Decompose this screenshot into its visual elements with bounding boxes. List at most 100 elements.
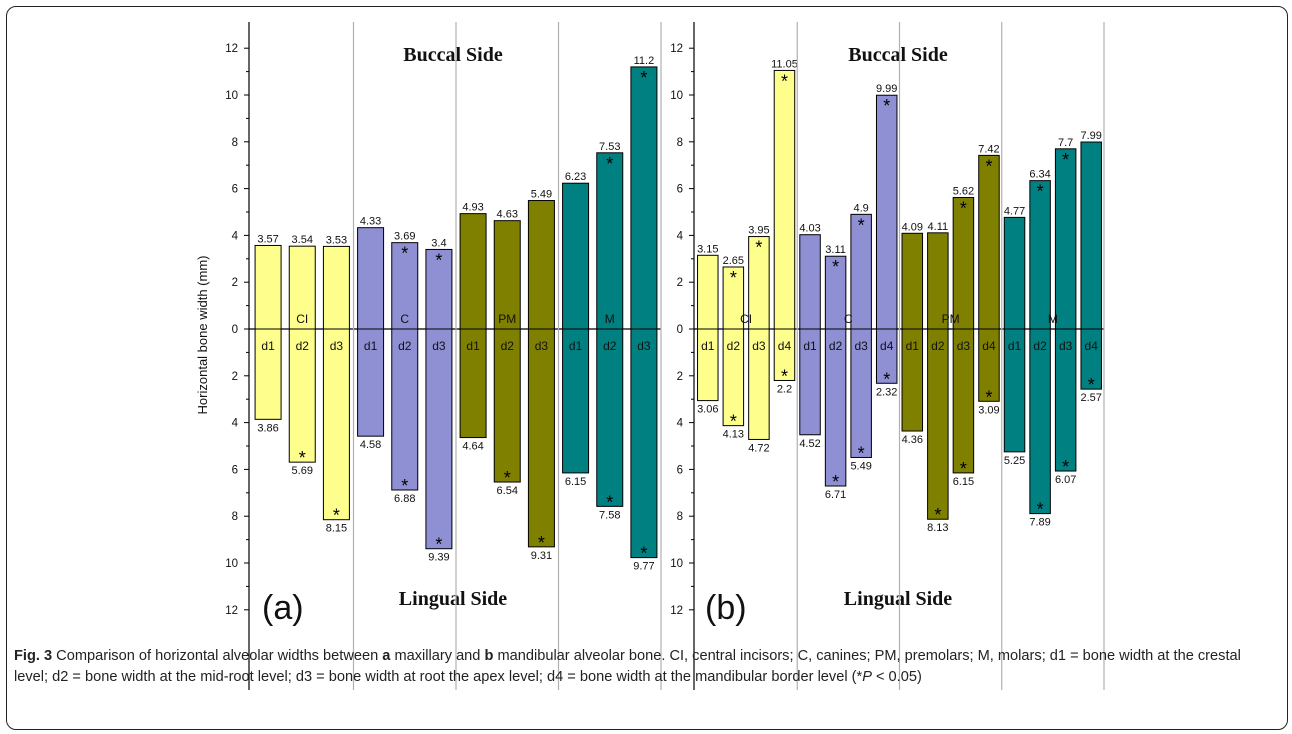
value-label-lingual: 5.25 [1004, 455, 1025, 467]
category-label: d1 [906, 339, 920, 353]
caption-text-4: < 0.05) [871, 669, 922, 685]
category-label: d3 [432, 339, 446, 353]
panel-label: (a) [262, 589, 304, 627]
category-label: d1 [569, 339, 583, 353]
category-label: d3 [330, 339, 344, 353]
value-label-buccal: 4.33 [360, 216, 381, 228]
y-tick-label: 12 [225, 43, 238, 55]
value-label-lingual: 3.86 [257, 422, 278, 434]
buccal-side-title: Buccal Side [403, 44, 503, 66]
category-label: d4 [880, 339, 894, 353]
value-label-lingual: 4.52 [799, 438, 820, 450]
y-tick-label: 2 [232, 371, 238, 383]
bar-buccal [322, 245, 350, 330]
significance-star-lingual: * [640, 544, 647, 564]
group-label: C [400, 312, 409, 326]
lingual-side-title: Lingual Side [399, 588, 508, 610]
bar-lingual [357, 328, 385, 437]
value-label-buccal: 11.2 [634, 55, 655, 67]
significance-star-lingual: * [504, 468, 511, 488]
bar-lingual [630, 328, 658, 559]
y-tick-label: 12 [670, 605, 683, 617]
bar-buccal [1003, 216, 1026, 330]
bar-buccal [562, 182, 590, 330]
value-label-lingual: 7.58 [599, 509, 620, 521]
value-label-buccal: 7.53 [599, 141, 620, 153]
value-label-buccal: 6.34 [1029, 169, 1050, 181]
category-label: d1 [1008, 339, 1022, 353]
bar-lingual [254, 328, 282, 420]
bar-lingual [1080, 328, 1102, 390]
category-label: d3 [637, 339, 651, 353]
value-label-lingual: 3.06 [697, 404, 718, 416]
value-label-lingual: 2.2 [777, 383, 792, 395]
significance-star-lingual: * [934, 505, 941, 525]
value-label-buccal: 3.69 [394, 231, 415, 243]
significance-star-buccal: * [755, 238, 762, 258]
bar-lingual [1003, 328, 1026, 453]
value-label-buccal: 3.95 [748, 225, 769, 237]
value-label-lingual: 9.31 [531, 550, 552, 562]
significance-star-buccal: * [606, 154, 613, 174]
significance-star-lingual: * [606, 492, 613, 512]
bar-buccal [773, 69, 796, 330]
significance-star-buccal: * [960, 198, 967, 218]
bar-lingual [952, 328, 975, 474]
bar-buccal [1080, 141, 1102, 330]
significance-star-lingual: * [1088, 375, 1095, 395]
bar-buccal [1054, 148, 1077, 330]
bar-lingual [850, 328, 872, 458]
bar-lingual [459, 328, 487, 439]
y-axis-label: Horizontal bone width (mm) [195, 256, 210, 415]
value-label-lingual: 9.39 [428, 552, 449, 564]
value-label-lingual: 3.09 [978, 404, 999, 416]
significance-star-lingual: * [299, 448, 306, 468]
y-tick-label: 4 [232, 230, 239, 242]
bar-lingual [562, 328, 590, 474]
value-label-lingual: 4.64 [462, 441, 483, 453]
category-label: d2 [398, 339, 412, 353]
value-label-buccal: 3.57 [257, 233, 278, 245]
value-label-lingual: 8.13 [927, 522, 948, 534]
significance-star-lingual: * [883, 369, 890, 389]
category-label: d2 [501, 339, 515, 353]
bar-lingual [927, 328, 949, 520]
bar-buccal [875, 94, 898, 330]
value-label-buccal: 3.15 [697, 243, 718, 255]
category-label: d2 [296, 339, 310, 353]
category-label: d1 [803, 339, 817, 353]
group-label: CI [740, 312, 752, 326]
bar-buccal [596, 152, 624, 330]
category-label: d3 [752, 339, 766, 353]
bar-buccal [288, 245, 316, 330]
significance-star-lingual: * [333, 506, 340, 526]
y-tick-label: 2 [677, 371, 683, 383]
y-tick-label: 4 [677, 418, 684, 430]
bar-buccal [1029, 180, 1051, 330]
bar-buccal [697, 254, 719, 330]
value-label-lingual: 6.54 [497, 485, 518, 497]
group-label: PM [942, 312, 960, 326]
category-label: d3 [854, 339, 868, 353]
y-tick-label: 10 [670, 558, 683, 570]
value-label-lingual: 2.32 [876, 386, 897, 398]
bar-lingual [799, 328, 821, 436]
panel-a: 12 10 8 6 4 2 0 2 4 6 8 10 12 Horizontal bone width (… [195, 22, 662, 690]
category-label: d4 [1085, 339, 1099, 353]
bar-lingual [697, 328, 719, 402]
value-label-buccal: 5.49 [531, 189, 552, 201]
significance-star-buccal: * [730, 268, 737, 288]
bar-lingual [596, 328, 624, 507]
significance-star-buccal: * [832, 257, 839, 277]
bar-lingual [1054, 328, 1077, 472]
bar-lingual [391, 328, 419, 491]
significance-star-lingual: * [781, 366, 788, 386]
value-label-lingual: 6.07 [1055, 474, 1076, 486]
significance-star-lingual: * [401, 476, 408, 496]
category-label: d2 [1033, 339, 1047, 353]
category-label: d4 [778, 339, 792, 353]
y-tick-label: 12 [225, 605, 238, 617]
bar-lingual [322, 328, 350, 521]
y-tick-label: 0 [677, 324, 683, 336]
significance-star-buccal: * [781, 71, 788, 91]
